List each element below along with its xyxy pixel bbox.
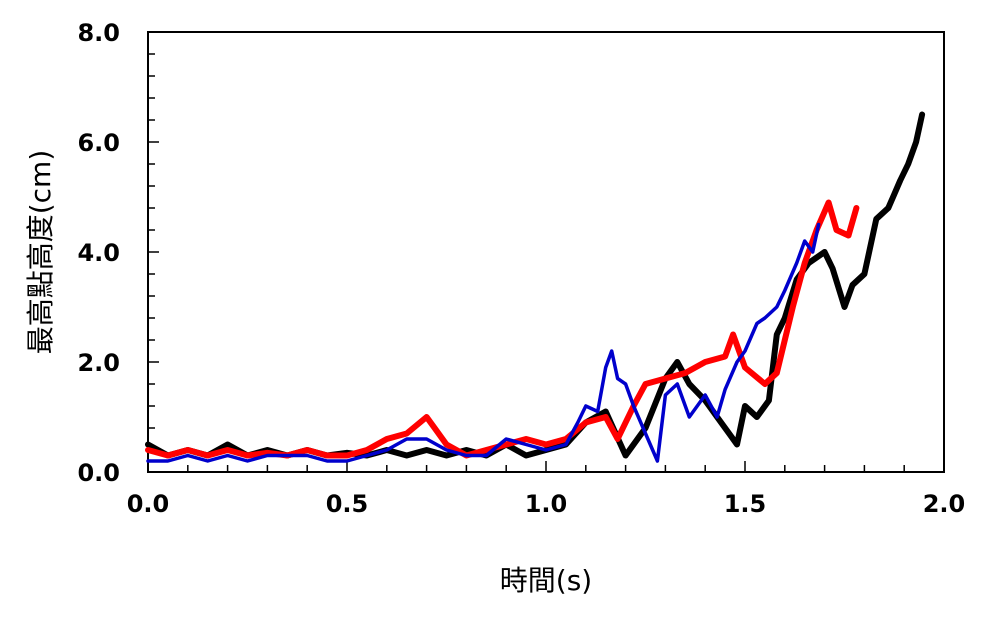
y-tick-label: 0.0	[77, 459, 120, 487]
y-tick-label: 4.0	[77, 239, 120, 267]
x-axis-ticks: 0.0 0.5 1.0 1.5 2.0	[127, 461, 966, 518]
series-layer	[145, 111, 926, 463]
series-line-2	[146, 222, 821, 463]
x-tick-label: 0.0	[127, 490, 170, 518]
x-tick-label: 0.5	[326, 490, 369, 518]
x-tick-label: 1.0	[525, 490, 568, 518]
series-line-0	[145, 111, 926, 459]
x-tick-label: 1.5	[724, 490, 767, 518]
y-tick-label: 6.0	[77, 129, 120, 157]
x-tick-label: 2.0	[923, 490, 966, 518]
y-axis-ticks: 0.0 2.0 4.0 6.0 8.0	[77, 19, 159, 487]
series-line-1	[145, 199, 860, 459]
x-axis-title: 時間(s)	[500, 564, 592, 597]
y-tick-label: 8.0	[77, 19, 120, 47]
y-axis-title: 最高點高度(cm)	[24, 150, 57, 355]
y-tick-label: 2.0	[77, 349, 120, 377]
